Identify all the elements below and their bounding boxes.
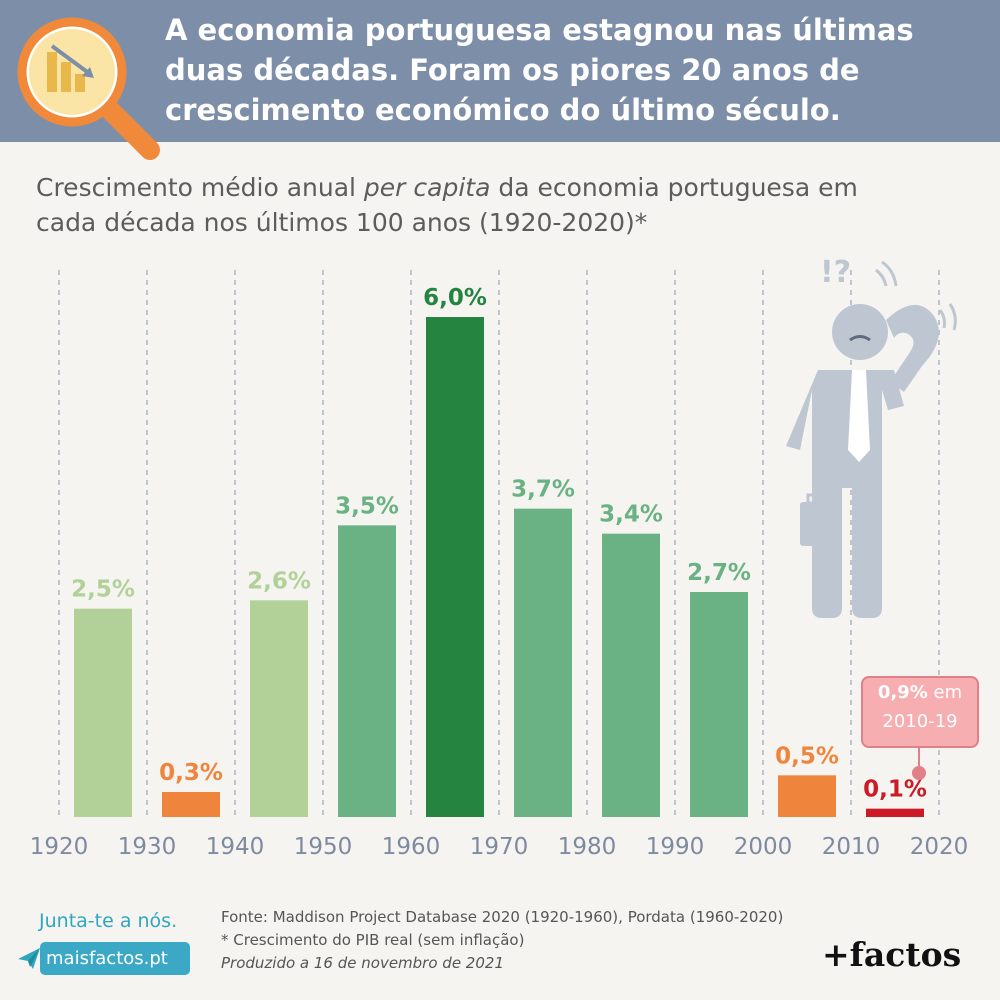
brand-logo: +factos (822, 935, 962, 974)
source-notes: Fonte: Maddison Project Database 2020 (1… (221, 906, 783, 975)
chart-subtitle: Crescimento médio anual per capita da ec… (36, 170, 936, 240)
bar (162, 792, 220, 817)
x-tick-label: 1990 (646, 834, 705, 860)
bar (514, 508, 572, 817)
confused-businessman-icon: !? (786, 255, 957, 618)
callout-rest: em (927, 682, 963, 703)
x-tick-label: 1970 (470, 834, 529, 860)
data-label: 0,5% (775, 743, 839, 769)
subtitle-italic: per capita (363, 173, 491, 202)
footnote-line: * Crescimento do PIB real (sem inflação) (221, 931, 525, 949)
bar (778, 775, 836, 817)
callout-dot (912, 766, 926, 780)
bar (602, 533, 660, 817)
subtitle-part1: Crescimento médio anual (36, 173, 364, 202)
headline-line: crescimento económico do último século. (165, 93, 841, 127)
data-label: 3,5% (335, 493, 399, 519)
produced-date-line: Produzido a 16 de novembro de 2021 (221, 954, 504, 972)
callout-line2: 2010-19 (882, 711, 958, 732)
bar (250, 600, 308, 817)
x-tick-label: 1940 (206, 834, 265, 860)
x-tick-label: 2000 (734, 834, 793, 860)
data-label: 3,4% (599, 502, 663, 528)
subtitle-part2: da economia portuguesa em (490, 173, 858, 202)
annotation-callout: 0,9% em 2010-19 (861, 676, 979, 748)
website-link[interactable]: maisfactos.pt (40, 942, 190, 975)
bar (338, 525, 396, 817)
data-label: 6,0% (423, 285, 487, 311)
bars: 2,5% 0,3% 2,6% 3,5% 6,0% 3,7% 3,4% 2,7% 0,5% 0,1% (71, 285, 927, 817)
bar (690, 592, 748, 817)
bar (866, 808, 924, 817)
callout-bold: 0,9% (877, 682, 928, 703)
callout-pointer (918, 746, 920, 768)
svg-text:!?: !? (820, 255, 851, 290)
x-tick-label: 2010 (822, 834, 881, 860)
bar (74, 608, 132, 817)
paper-plane-icon (18, 948, 40, 969)
x-tick-label: 1950 (294, 834, 353, 860)
x-axis: 1920 1930 1940 1950 1960 1970 1980 1990 2000 2010… (30, 834, 969, 860)
grid (58, 270, 940, 817)
header-banner: A economia portuguesa estagnou nas últim… (0, 0, 1000, 160)
headline-line: A economia portuguesa estagnou nas últim… (165, 13, 914, 47)
x-tick-label: 1960 (382, 834, 441, 860)
x-tick-label: 1930 (118, 834, 177, 860)
data-label: 2,5% (71, 577, 135, 603)
data-label: 0,1% (863, 777, 927, 803)
x-tick-label: 2020 (910, 834, 969, 860)
headline-line: duas décadas. Foram os piores 20 anos de (165, 53, 860, 87)
data-label: 0,3% (159, 760, 223, 786)
data-label: 2,7% (687, 560, 751, 586)
source-line: Fonte: Maddison Project Database 2020 (1… (221, 908, 784, 926)
x-tick-label: 1980 (558, 834, 617, 860)
join-text: Junta-te a nós. (39, 910, 178, 932)
subtitle-line2: cada década nos últimos 100 anos (1920-2… (36, 208, 648, 237)
bar (426, 317, 484, 817)
x-tick-label: 1920 (30, 834, 89, 860)
headline: A economia portuguesa estagnou nas últim… (165, 10, 985, 130)
magnifier-chart-icon (17, 17, 160, 160)
data-label: 3,7% (511, 477, 575, 503)
bar-chart: !? 2,5% 0,3% 2,6% 3,5% 6,0% 3,7% 3,4% 2,7% 0,5% 0… (30, 255, 969, 860)
data-label: 2,6% (247, 568, 311, 594)
